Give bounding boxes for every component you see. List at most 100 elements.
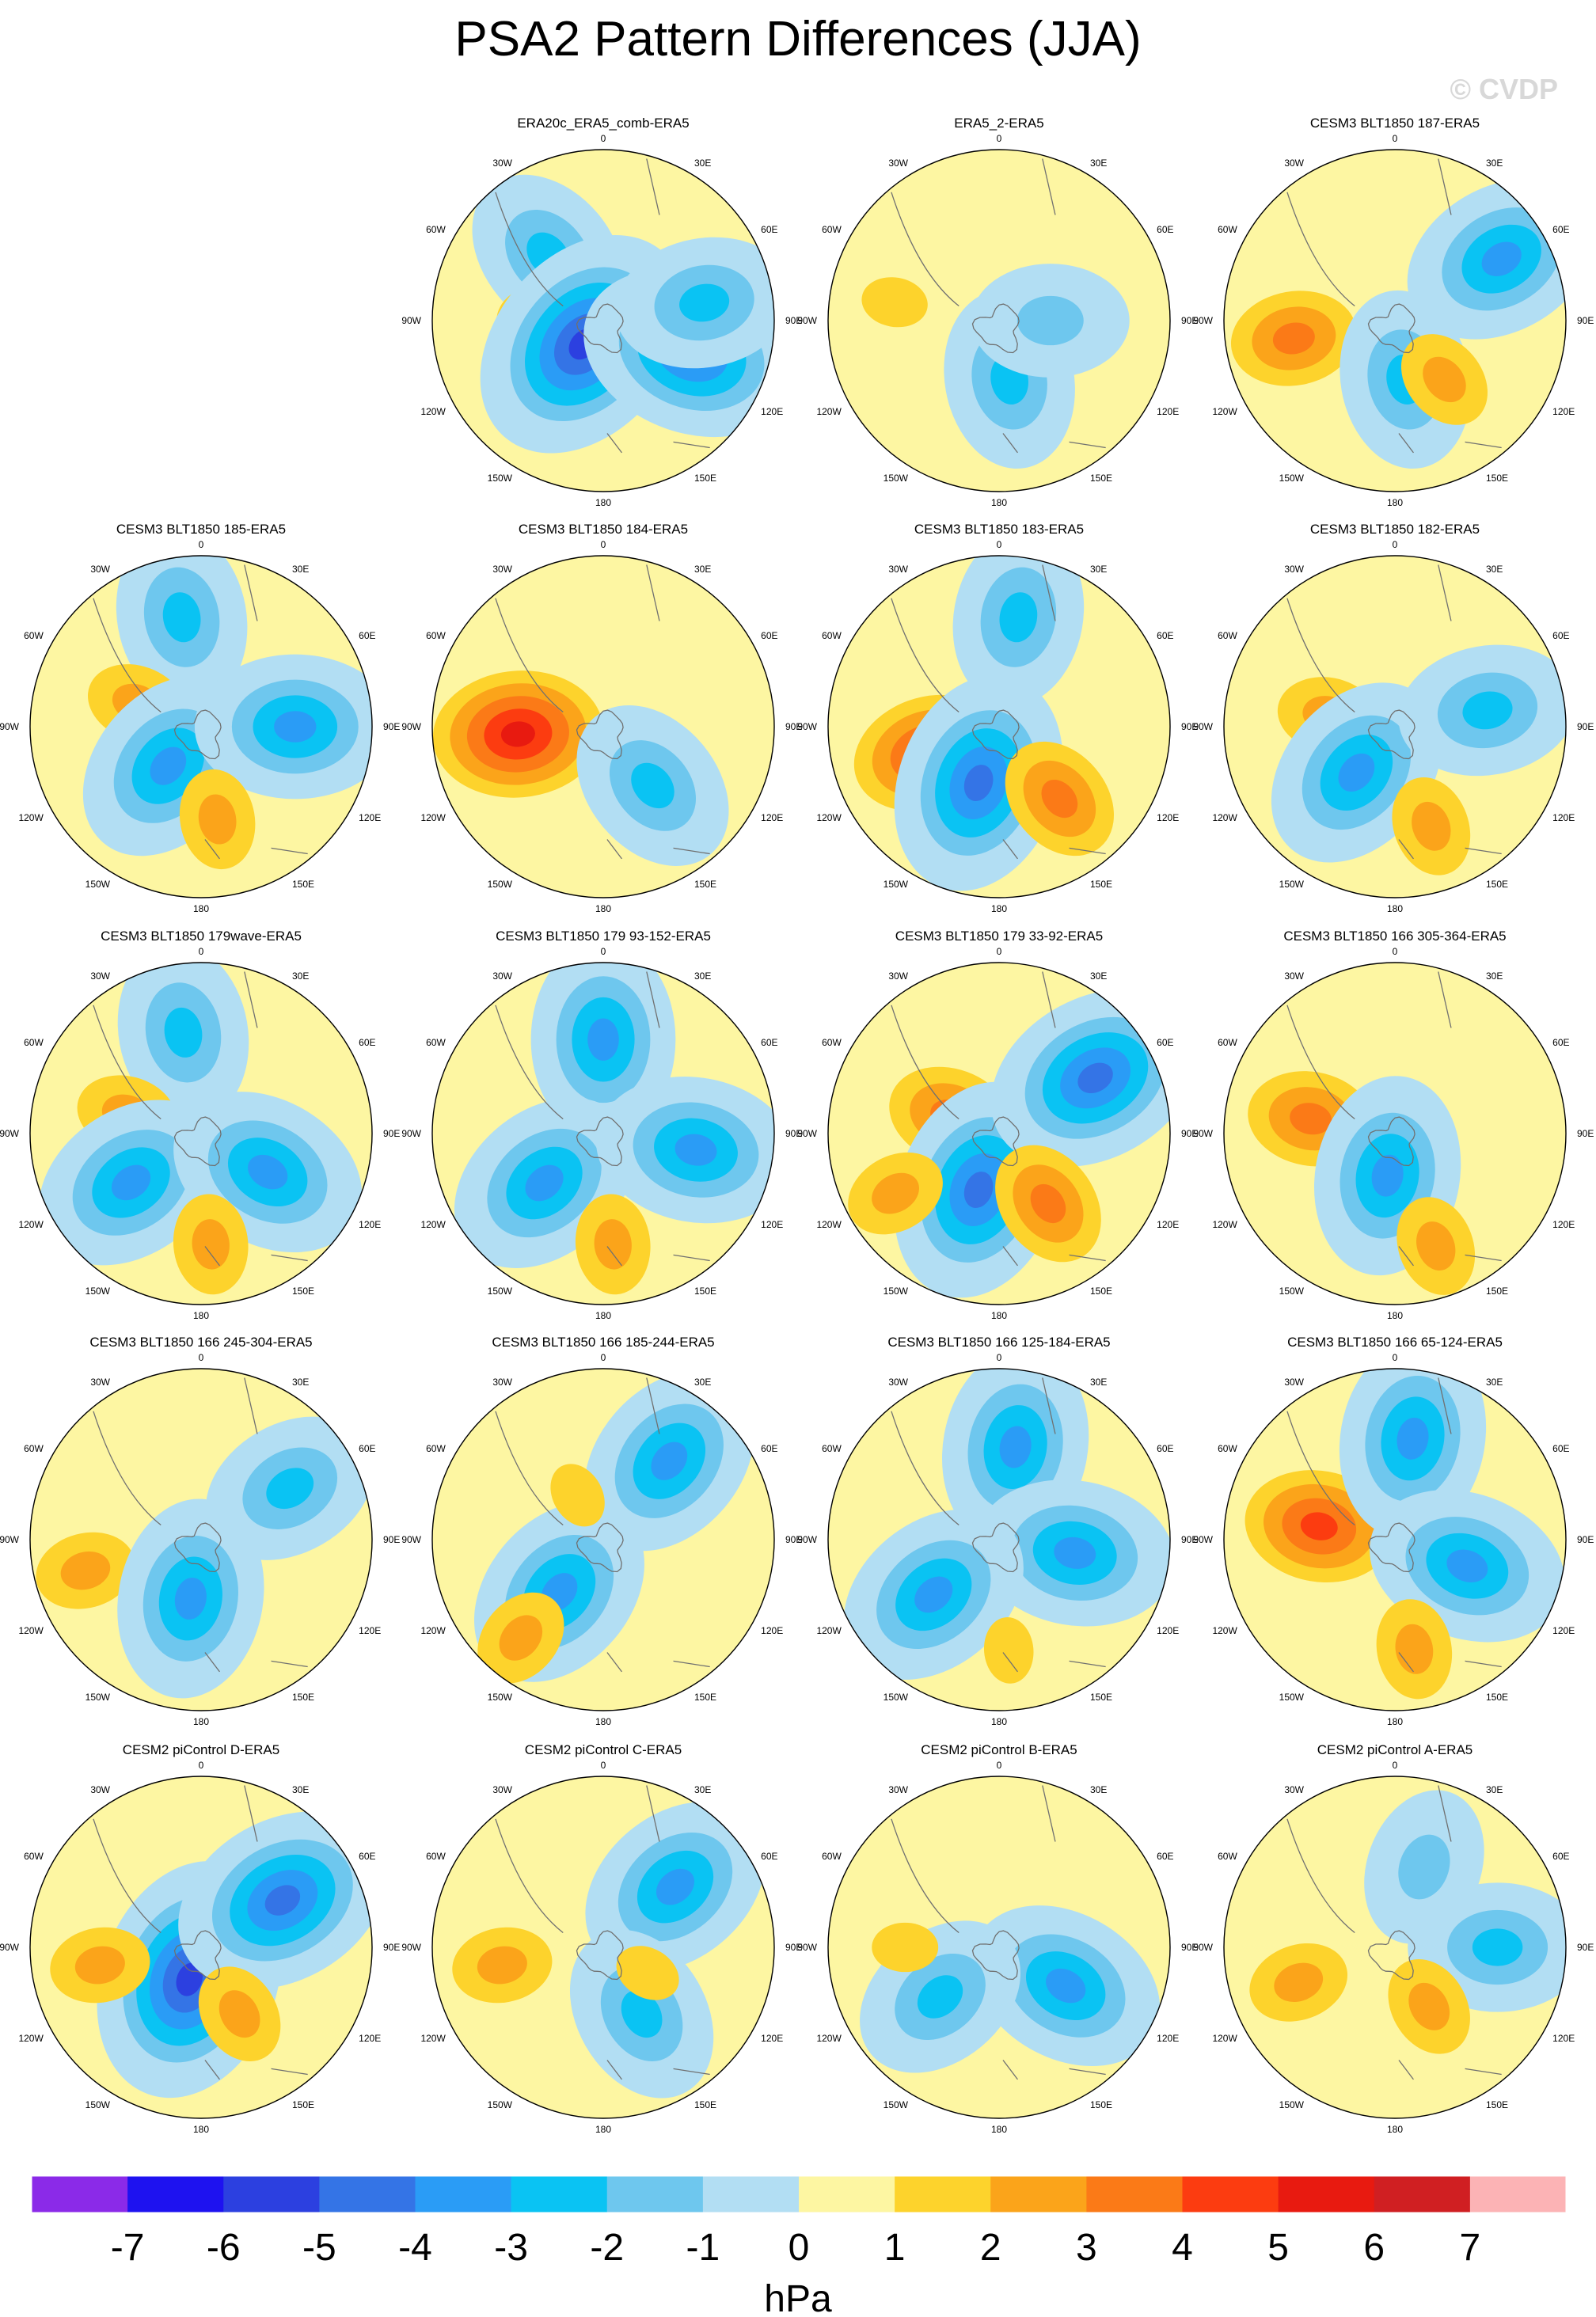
lon-label: 150E xyxy=(694,1286,716,1297)
coastline-new-zealand xyxy=(1002,1652,1018,1673)
colorbar-swatch xyxy=(1182,2176,1279,2213)
lon-label: 150W xyxy=(86,879,111,890)
coastline-australia xyxy=(673,847,710,855)
coastline-africa xyxy=(244,1377,258,1434)
lon-label: 30W xyxy=(1284,1377,1304,1388)
contour-band xyxy=(1446,1549,1488,1582)
lon-label: 150E xyxy=(1486,879,1508,890)
coastline-antarctica xyxy=(1367,709,1416,760)
lon-label: 30E xyxy=(292,970,309,982)
coastline-south-america xyxy=(891,1005,960,1120)
coastline-new-zealand xyxy=(1398,2060,1414,2080)
contour-field xyxy=(432,564,729,866)
lon-label: 60W xyxy=(426,1851,446,1862)
lon-label: 60E xyxy=(761,1037,777,1048)
lon-label: 150W xyxy=(884,1692,909,1703)
lon-label: 90E xyxy=(383,1942,400,1953)
coastline-new-zealand xyxy=(1002,2060,1018,2080)
lon-label: 150W xyxy=(488,879,513,890)
lon-label: 60W xyxy=(426,630,446,641)
lon-label: 60E xyxy=(1157,1443,1173,1454)
lon-label: 150W xyxy=(884,1286,909,1297)
coastline-antarctica xyxy=(1367,1930,1416,1981)
map-border xyxy=(431,962,775,1305)
lon-label: 150E xyxy=(694,1692,716,1703)
coastline-africa xyxy=(1042,1377,1056,1434)
contour-band xyxy=(631,762,674,809)
panel-title: CESM3 BLT1850 187-ERA5 xyxy=(1310,116,1480,131)
panel-title: CESM3 BLT1850 179 93-152-ERA5 xyxy=(496,929,711,944)
contour-band xyxy=(500,721,535,747)
panel-6: 0 30E 60E 90E 120E 150E 180 150W 120W 90W 60W 30W CE… xyxy=(797,522,1198,914)
coastline-antarctica xyxy=(173,1522,222,1573)
lon-label: 180 xyxy=(1387,1310,1403,1321)
lon-label: 60E xyxy=(1157,630,1173,641)
contour-field xyxy=(50,1785,372,2099)
coastline-africa xyxy=(1438,564,1452,621)
lon-label: 180 xyxy=(991,497,1007,508)
lon-label: 90W xyxy=(401,1128,421,1139)
coastline-australia xyxy=(1069,1660,1106,1668)
coastline-africa xyxy=(1438,158,1452,215)
lon-label: 120W xyxy=(420,812,446,823)
lon-label: 120W xyxy=(420,1625,446,1636)
lon-label: 0 xyxy=(1393,539,1398,550)
colorbar-tick-label: -1 xyxy=(686,2227,720,2269)
contour-band xyxy=(656,1868,695,1905)
contour-field xyxy=(1230,158,1566,469)
coastline-south-america xyxy=(891,192,960,307)
lon-label: 60E xyxy=(1552,630,1569,641)
lon-label: 120E xyxy=(359,2033,381,2044)
lon-label: 180 xyxy=(991,2124,1007,2135)
lon-label: 90E xyxy=(1181,1534,1198,1545)
lon-label: 90W xyxy=(1193,1128,1213,1139)
coastline-australia xyxy=(1069,441,1106,449)
lon-label: 60W xyxy=(822,1037,842,1048)
lon-label: 30W xyxy=(888,564,908,575)
lon-label: 120E xyxy=(761,1219,783,1230)
coastline-antarctica xyxy=(1367,303,1416,354)
contour-band xyxy=(1481,241,1522,276)
lon-label: 150E xyxy=(292,879,314,890)
panel-7: 0 30E 60E 90E 120E 150E 180 150W 120W 90W 60W 30W CE… xyxy=(1193,522,1594,914)
lon-label: 60E xyxy=(359,1851,375,1862)
lon-label: 60W xyxy=(1218,224,1237,235)
lon-label: 150E xyxy=(1486,1286,1508,1297)
panel-title: CESM3 BLT1850 182-ERA5 xyxy=(1310,522,1480,537)
coastline-africa xyxy=(646,158,660,215)
lon-label: 180 xyxy=(991,1310,1007,1321)
contour-band xyxy=(550,1464,605,1527)
lon-label: 90E xyxy=(1577,1942,1594,1953)
coastline-new-zealand xyxy=(204,2060,220,2080)
colorbar-tick-label: 0 xyxy=(788,2227,810,2269)
contour-band xyxy=(999,592,1038,643)
contour-band xyxy=(1423,356,1466,403)
lon-label: 30E xyxy=(1486,158,1503,169)
coastline-south-america xyxy=(495,1818,564,1934)
map-border xyxy=(1223,1368,1567,1711)
contour-band xyxy=(111,1164,151,1201)
colorbar-swatch xyxy=(606,2176,704,2213)
contour-band xyxy=(1016,295,1084,346)
coastline-africa xyxy=(1042,1785,1056,1842)
contour-band xyxy=(1395,1624,1434,1674)
panel-8: 0 30E 60E 90E 120E 150E 180 150W 120W 90W 60W 30W CE… xyxy=(0,929,400,1321)
colorbar-swatch xyxy=(1086,2176,1183,2213)
map-border xyxy=(431,149,775,492)
contour-band xyxy=(1054,1536,1096,1569)
lon-label: 60E xyxy=(1552,224,1569,235)
lon-label: 150E xyxy=(1090,473,1112,484)
lon-label: 60E xyxy=(761,1851,777,1862)
lon-label: 0 xyxy=(601,946,606,957)
coastline-new-zealand xyxy=(606,2060,622,2080)
coastline-south-america xyxy=(495,1005,564,1120)
coastline-africa xyxy=(1438,1785,1452,1842)
lon-label: 120W xyxy=(816,406,842,417)
lon-label: 90W xyxy=(401,315,421,326)
lon-label: 90W xyxy=(0,1534,20,1545)
panel-4: 0 30E 60E 90E 120E 150E 180 150W 120W 90W 60W 30W CE… xyxy=(0,522,400,914)
lon-label: 150E xyxy=(1090,2099,1112,2110)
panel-16: 0 30E 60E 90E 120E 150E 180 150W 120W 90W 60W 30W CE… xyxy=(0,1742,400,2135)
lon-label: 90W xyxy=(401,1534,421,1545)
polar-maps: 0 30E 60E 90E 120E 150E 180 150W 120W 90W 60W 30W ER… xyxy=(0,116,1594,2135)
